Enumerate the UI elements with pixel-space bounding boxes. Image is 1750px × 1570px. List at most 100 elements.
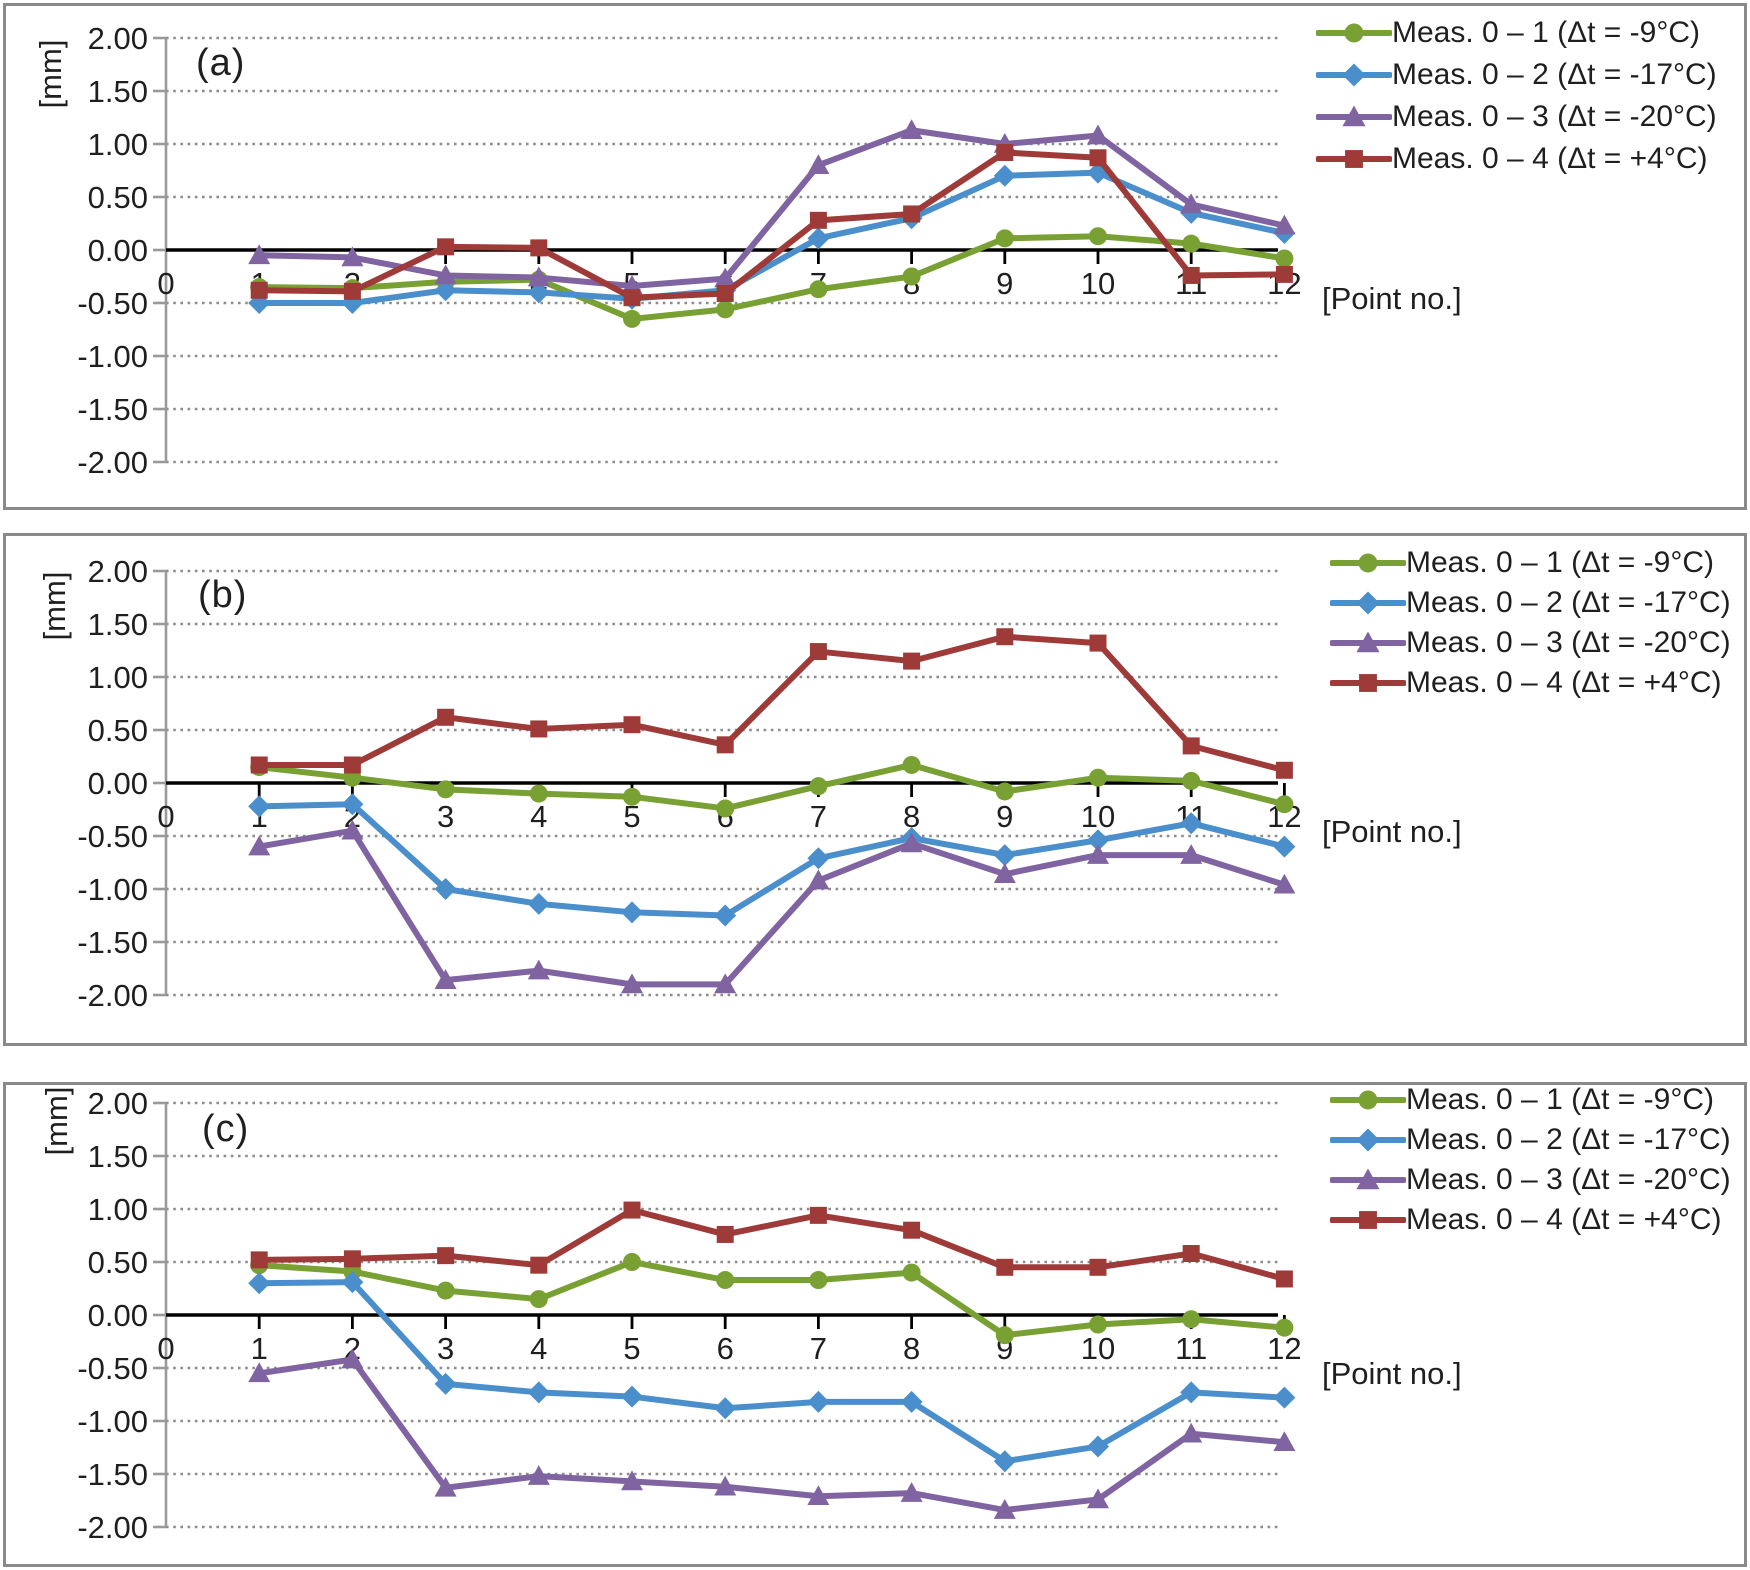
- y-tick-label: 2.00: [88, 1086, 148, 1121]
- legend-item: Meas. 0 – 3 (Δt = -20°C): [1330, 1160, 1731, 1200]
- legend-label: Meas. 0 – 2 (Δt = -17°C): [1392, 58, 1717, 91]
- square-marker: [250, 281, 268, 299]
- circle-marker: [902, 267, 921, 286]
- circle-marker: [995, 1326, 1014, 1345]
- circle-marker: [902, 1263, 921, 1282]
- square-marker: [996, 143, 1014, 161]
- series-3-line: [248, 1348, 1296, 1519]
- circle-marker: [902, 755, 921, 774]
- triangle-marker: [1180, 193, 1203, 214]
- square-marker: [437, 238, 455, 256]
- diamond-marker: [1087, 829, 1109, 852]
- x-tick-label: 8: [903, 1331, 920, 1366]
- x-tick-label: 0: [157, 799, 174, 834]
- legend-swatch-diamond-icon: [1316, 63, 1392, 87]
- square-marker: [437, 1247, 455, 1265]
- y-tick-label: -1.00: [77, 339, 148, 374]
- legend-label: Meas. 0 – 2 (Δt = -17°C): [1406, 586, 1731, 619]
- panel-c-legend: Meas. 0 – 1 (Δt = -9°C) Meas. 0 – 2 (Δt =…: [1330, 1080, 1731, 1240]
- y-tick-label: 0.50: [88, 180, 148, 215]
- triangle-marker: [1087, 124, 1109, 145]
- series-2-line: [248, 793, 1296, 927]
- square-marker: [530, 720, 548, 738]
- panel-b-letter: (b): [198, 574, 248, 616]
- triangle-marker: [1180, 1422, 1203, 1443]
- y-tick-label: 0.00: [88, 1298, 148, 1333]
- circle-marker: [995, 229, 1014, 248]
- diamond-marker: [341, 1271, 364, 1294]
- panel-b-y-unit-label: [mm]: [37, 571, 72, 641]
- triangle-marker: [1342, 105, 1366, 127]
- series-path: [256, 801, 1288, 919]
- square-marker: [623, 716, 641, 734]
- diamond-marker: [434, 878, 457, 900]
- panel-a-y-unit-label: [mm]: [33, 39, 68, 109]
- circle-marker: [809, 777, 828, 796]
- legend-label: Meas. 0 – 2 (Δt = -17°C): [1406, 1123, 1731, 1156]
- triangle-marker: [341, 246, 364, 267]
- legend-item: Meas. 0 – 4 (Δt = +4°C): [1330, 1200, 1731, 1240]
- triangle-marker: [341, 1348, 364, 1369]
- legend-label: Meas. 0 – 4 (Δt = +4°C): [1406, 1203, 1722, 1236]
- triangle-marker: [621, 1470, 643, 1491]
- legend-swatch-square-icon: [1330, 1211, 1406, 1229]
- legend-label: Meas. 0 – 3 (Δt = -20°C): [1406, 626, 1731, 659]
- y-tick-label: -0.50: [77, 819, 148, 854]
- triangle-marker: [900, 119, 923, 140]
- square-marker: [343, 1250, 361, 1268]
- triangle-marker: [1180, 844, 1203, 864]
- square-marker: [250, 756, 268, 774]
- triangle-marker: [248, 244, 271, 265]
- x-tick-label: 11: [1175, 1331, 1207, 1366]
- circle-marker: [809, 280, 828, 299]
- x-tick-label: 0: [157, 1331, 174, 1366]
- series-3-line: [248, 819, 1296, 994]
- x-tick-label: 10: [1081, 1331, 1115, 1366]
- y-tick-label: 1.50: [88, 74, 148, 109]
- square-marker: [1182, 1245, 1200, 1263]
- square-marker: [809, 211, 827, 229]
- y-tick-label: 1.50: [88, 1139, 148, 1174]
- legend-swatch-triangle-icon: [1330, 1168, 1406, 1190]
- diamond-marker: [1180, 1381, 1203, 1404]
- x-tick-label: 4: [530, 799, 547, 834]
- legend-item: Meas. 0 – 1 (Δt = -9°C): [1316, 12, 1717, 54]
- panel-c-x-axis-label: [Point no.]: [1322, 1356, 1462, 1391]
- square-marker: [1345, 150, 1363, 168]
- square-marker: [716, 1225, 734, 1243]
- legend-label: Meas. 0 – 4 (Δt = +4°C): [1406, 666, 1722, 699]
- square-marker: [996, 628, 1014, 646]
- legend-swatch-triangle-icon: [1316, 105, 1392, 127]
- square-marker: [809, 1206, 827, 1224]
- legend-item: Meas. 0 – 2 (Δt = -17°C): [1330, 1120, 1731, 1160]
- triangle-marker: [993, 1499, 1016, 1519]
- square-marker: [437, 708, 455, 726]
- square-marker: [996, 1258, 1014, 1276]
- legend-label: Meas. 0 – 4 (Δt = +4°C): [1392, 142, 1708, 175]
- y-tick-label: -2.00: [77, 978, 148, 1013]
- triangle-marker: [527, 1465, 550, 1485]
- series-path: [256, 1279, 1288, 1465]
- square-marker: [1089, 1258, 1107, 1276]
- x-tick-label: 0: [157, 266, 174, 301]
- series-path: [256, 149, 1288, 301]
- circle-marker: [1358, 553, 1378, 573]
- gridlines: [153, 569, 1278, 997]
- series-path: [256, 633, 1288, 774]
- y-tick-label: -1.50: [77, 392, 148, 427]
- triangle-marker: [807, 869, 830, 890]
- circle-marker: [1182, 234, 1201, 253]
- square-marker: [809, 643, 827, 661]
- square-marker: [343, 756, 361, 774]
- series-path: [256, 1259, 1288, 1339]
- triangle-marker: [434, 264, 457, 285]
- series-path: [256, 1356, 1288, 1514]
- circle-marker: [623, 1253, 641, 1271]
- circle-marker: [1089, 768, 1107, 787]
- legend-swatch-circle-icon: [1330, 1090, 1406, 1110]
- square-marker: [903, 1221, 921, 1239]
- circle-marker: [716, 300, 735, 319]
- diamond-marker: [900, 1390, 923, 1413]
- series-4-line: [250, 143, 1293, 307]
